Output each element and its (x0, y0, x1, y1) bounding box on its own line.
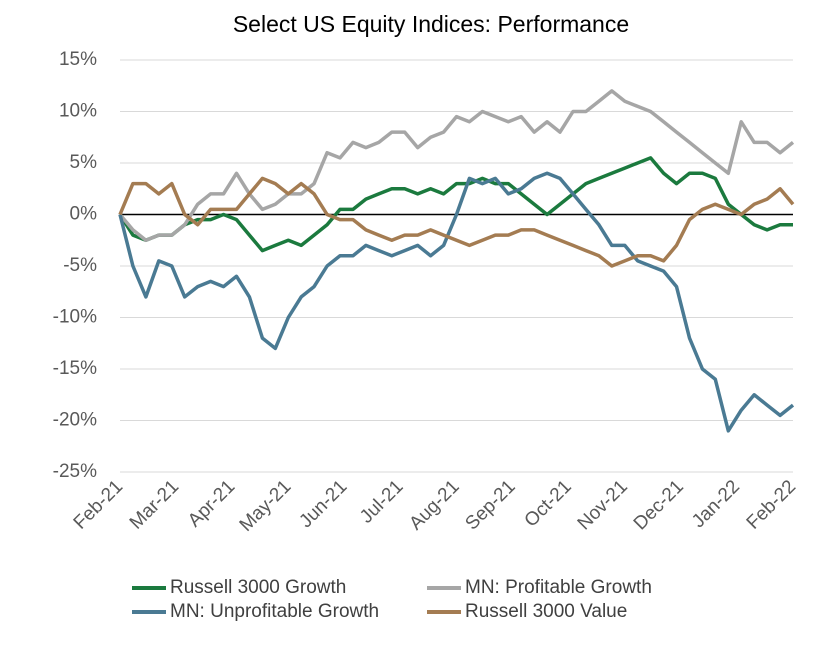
x-tick-label: May-21 (236, 476, 296, 536)
x-tick-label: Dec-21 (630, 476, 688, 534)
x-tick-label: Feb-22 (743, 476, 800, 533)
y-tick-label: -20% (53, 410, 97, 431)
legend-label: Russell 3000 Growth (170, 577, 346, 598)
x-tick-label: Aug-21 (405, 476, 463, 534)
legend-label: Russell 3000 Value (465, 601, 627, 622)
y-tick-label: 0% (70, 204, 98, 225)
x-tick-label: Jul-21 (356, 476, 407, 527)
y-tick-label: -25% (53, 461, 97, 482)
x-tick-label: Feb-21 (70, 476, 127, 533)
series-line (118, 156, 793, 253)
x-tick-label: Mar-21 (126, 476, 183, 533)
x-tick-label: Apr-21 (184, 476, 239, 531)
chart-title: Select US Equity Indices: Performance (233, 11, 629, 37)
series-line (118, 89, 795, 243)
y-tick-label: -10% (53, 307, 97, 328)
x-tick-label: Sep-21 (461, 476, 519, 534)
x-tick-label: Jan-22 (688, 476, 744, 532)
y-tick-label: 5% (70, 152, 98, 173)
series-line (118, 171, 795, 433)
x-tick-label: Oct-21 (521, 476, 576, 531)
y-tick-label: 10% (59, 101, 97, 122)
x-tick-label: Nov-21 (574, 476, 632, 534)
legend-label: MN: Profitable Growth (465, 577, 652, 598)
x-tick-label: Jun-21 (295, 476, 351, 532)
y-tick-label: -15% (53, 358, 97, 379)
y-tick-label: 15% (59, 49, 97, 70)
legend-label: MN: Unprofitable Growth (170, 601, 379, 622)
y-tick-label: -5% (63, 255, 97, 276)
series-line (118, 176, 795, 268)
